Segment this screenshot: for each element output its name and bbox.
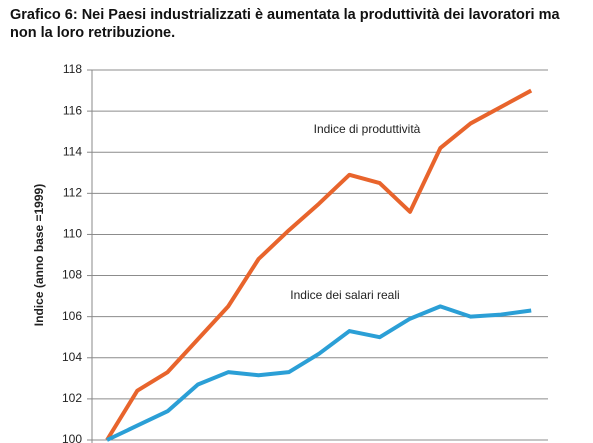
y-tick-label: 110 [63,227,82,241]
grid [87,69,548,441]
y-tick-label: 104 [62,350,82,364]
marks [105,88,533,442]
series-label: Indice dei salari reali [290,288,399,302]
y-tick-label: 114 [63,144,82,158]
y-axis-label: Indice (anno base =1999) [32,184,46,326]
series-line [105,88,533,442]
y-tick-label: 118 [63,62,82,76]
y-tick-label: 102 [62,391,82,405]
y-tick-label: 106 [62,309,82,323]
series-line [106,304,532,442]
chart-title: Grafico 6: Nei Paesi industrializzati è … [10,7,560,41]
y-tick-label: 108 [62,268,82,282]
title-box: Grafico 6: Nei Paesi industrializzati è … [10,7,560,41]
y-tick-label: 112 [63,186,82,200]
y-tick-label: 100 [62,432,82,443]
y-tick-label: 116 [63,103,82,117]
series-label: Indice di produttività [314,122,421,136]
